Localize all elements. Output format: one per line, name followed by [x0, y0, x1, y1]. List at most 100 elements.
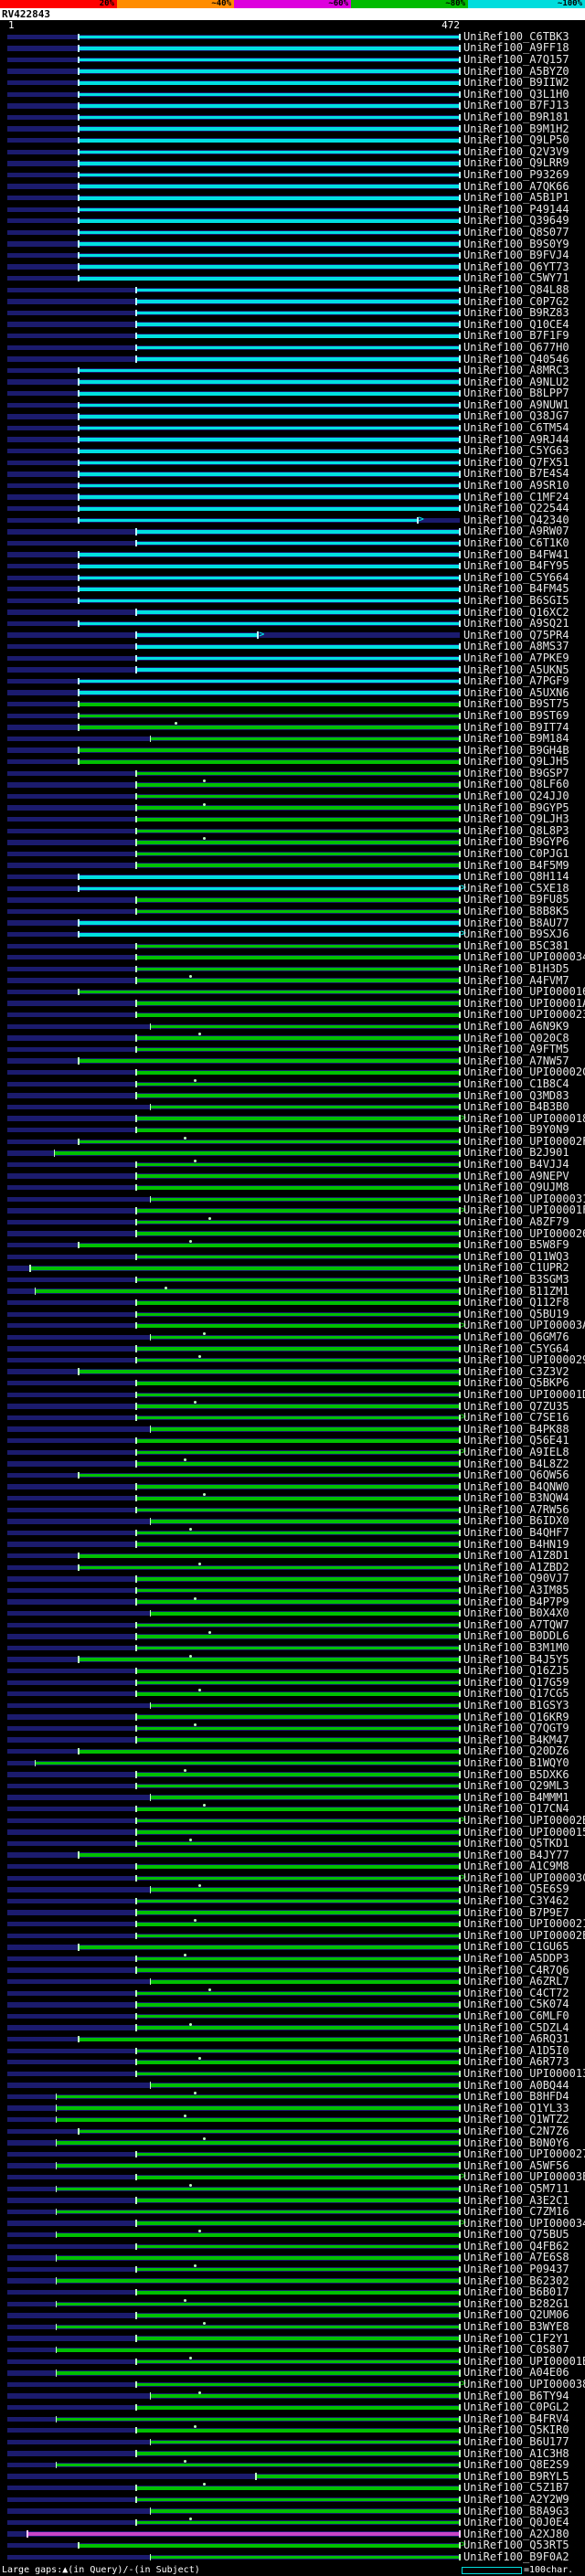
- alignment-bar[interactable]: [78, 415, 460, 419]
- hit-label[interactable]: UniRef100_A9FF18: [463, 41, 569, 55]
- hit-label[interactable]: UniRef100_Q20DZ6: [463, 1744, 569, 1758]
- hit-label[interactable]: UniRef100_UPI00002C41B8: [463, 1065, 585, 1079]
- hit-label[interactable]: UniRef100_B8HFD4: [463, 2090, 569, 2104]
- alignment-bar[interactable]: [78, 219, 460, 223]
- alignment-bar[interactable]: [135, 323, 460, 327]
- alignment-bar[interactable]: [78, 230, 460, 235]
- alignment-bar[interactable]: [78, 990, 460, 994]
- hit-label[interactable]: UniRef100_B9IIW2: [463, 76, 569, 90]
- hit-label[interactable]: UniRef100_Q24JJ0: [463, 790, 569, 803]
- alignment-bar[interactable]: [56, 2094, 460, 2099]
- hit-label[interactable]: UniRef100_UPI000013F6B2: [463, 2066, 585, 2080]
- hit-label[interactable]: UniRef100_Q5BU19: [463, 1307, 569, 1320]
- alignment-bar[interactable]: [135, 2152, 460, 2157]
- alignment-bar[interactable]: [35, 1761, 460, 1765]
- hit-label[interactable]: UniRef100_A1ZBD2: [463, 1560, 569, 1574]
- hit-label[interactable]: UniRef100_A7E6S8: [463, 2251, 569, 2264]
- hit-label[interactable]: UniRef100_C1MF24: [463, 490, 569, 504]
- hit-label[interactable]: UniRef100_Q5BKP6: [463, 1376, 569, 1390]
- hit-label[interactable]: UniRef100_Q17CG5: [463, 1687, 569, 1701]
- hit-label[interactable]: UniRef100_A1D5I0: [463, 2043, 569, 2057]
- hit-label[interactable]: UniRef100_C5YG64: [463, 1341, 569, 1355]
- hit-label[interactable]: UniRef100_A7TQW7: [463, 1617, 569, 1631]
- hit-label[interactable]: UniRef100_Q677H0: [463, 340, 569, 354]
- hit-label[interactable]: UniRef100_A5B1P1: [463, 191, 569, 205]
- alignment-bar[interactable]: [135, 2049, 460, 2053]
- hit-label[interactable]: UniRef100_C5WY71: [463, 271, 569, 285]
- alignment-bar[interactable]: [150, 1979, 460, 1984]
- hit-label[interactable]: UniRef100_B4FY95: [463, 559, 569, 573]
- alignment-bar[interactable]: [135, 1715, 460, 1719]
- hit-label[interactable]: UniRef100_Q6QW56: [463, 1468, 569, 1482]
- alignment-bar[interactable]: [135, 1094, 460, 1097]
- hit-label[interactable]: UniRef100_C7ZM16: [463, 2205, 569, 2219]
- alignment-bar[interactable]: [78, 1243, 460, 1247]
- hit-label[interactable]: UniRef100_B2J901: [463, 1146, 569, 1160]
- alignment-bar[interactable]: [56, 2371, 460, 2375]
- alignment-bar[interactable]: [135, 633, 259, 638]
- alignment-bar[interactable]: [150, 1105, 460, 1109]
- hit-label[interactable]: UniRef100_A3E2C1: [463, 2193, 569, 2207]
- hit-label[interactable]: UniRef100_C1F2Y1: [463, 2331, 569, 2345]
- hit-label[interactable]: UniRef100_A7RW56: [463, 1502, 569, 1516]
- alignment-bar[interactable]: [135, 1692, 460, 1696]
- alignment-bar[interactable]: [135, 1991, 460, 1996]
- hit-label[interactable]: UniRef100_Q0J0E4: [463, 2516, 569, 2529]
- alignment-bar[interactable]: [30, 1267, 460, 1270]
- alignment-bar[interactable]: [135, 1220, 460, 1224]
- hit-label[interactable]: UniRef100_Q1WTZ2: [463, 2113, 569, 2126]
- hit-label[interactable]: UniRef100_A9RW07: [463, 525, 569, 538]
- hit-label[interactable]: UniRef100_Q9LRR9: [463, 156, 569, 170]
- alignment-bar[interactable]: [78, 47, 460, 50]
- hit-label[interactable]: UniRef100_A9NEPV: [463, 1169, 569, 1182]
- alignment-bar[interactable]: [56, 2256, 460, 2260]
- alignment-bar[interactable]: [150, 1335, 460, 1340]
- hit-label[interactable]: UniRef100_Q56E41: [463, 1434, 569, 1447]
- hit-label[interactable]: UniRef100_A5DDP3: [463, 1952, 569, 1966]
- hit-label[interactable]: UniRef100_B7FJ13: [463, 99, 569, 112]
- alignment-bar[interactable]: [78, 1658, 460, 1661]
- hit-label[interactable]: UniRef100_B9F0A2: [463, 2549, 569, 2563]
- hit-label[interactable]: UniRef100_Q75BU5: [463, 2228, 569, 2242]
- hit-label[interactable]: UniRef100_B4HN19: [463, 1537, 569, 1551]
- hit-label[interactable]: UniRef100_UPI0000219E4D: [463, 1917, 585, 1931]
- alignment-bar[interactable]: [135, 1462, 460, 1466]
- alignment-bar[interactable]: [135, 852, 460, 856]
- hit-label[interactable]: UniRef100_B7E4S4: [463, 467, 569, 481]
- alignment-bar[interactable]: [135, 1358, 460, 1362]
- alignment-bar[interactable]: [135, 288, 460, 292]
- hit-label[interactable]: UniRef100_Q8LF60: [463, 778, 569, 791]
- alignment-bar[interactable]: [78, 449, 460, 453]
- hit-label[interactable]: UniRef100_Q4FB62: [463, 2239, 569, 2253]
- hit-label[interactable]: UniRef100_P09437: [463, 2263, 569, 2276]
- hit-label[interactable]: UniRef100_A9IEL8: [463, 1445, 569, 1458]
- hit-label[interactable]: UniRef100_UPI00003A7E21: [463, 1319, 585, 1332]
- hit-label[interactable]: UniRef100_B9FVJ4: [463, 249, 569, 262]
- alignment-bar[interactable]: [78, 58, 460, 62]
- alignment-bar[interactable]: [56, 2233, 460, 2237]
- alignment-bar[interactable]: [78, 242, 460, 246]
- hit-label[interactable]: UniRef100_Q8L8P3: [463, 823, 569, 837]
- hit-label[interactable]: UniRef100_B9RZ83: [463, 306, 569, 320]
- alignment-bar[interactable]: [135, 1347, 460, 1351]
- hit-label[interactable]: UniRef100_C5YG63: [463, 444, 569, 458]
- alignment-bar[interactable]: [78, 2129, 460, 2134]
- alignment-bar[interactable]: [78, 461, 460, 465]
- hit-label[interactable]: UniRef100_A5BYZ0: [463, 64, 569, 78]
- alignment-bar[interactable]: [135, 2176, 460, 2179]
- alignment-bar[interactable]: [78, 564, 460, 568]
- alignment-bar[interactable]: [78, 196, 460, 200]
- alignment-bar[interactable]: [135, 1623, 460, 1627]
- hit-label[interactable]: UniRef100_B9GYP5: [463, 800, 569, 814]
- alignment-bar[interactable]: [135, 2497, 460, 2502]
- alignment-bar[interactable]: [135, 1393, 460, 1397]
- alignment-bar[interactable]: [135, 1439, 460, 1443]
- hit-label[interactable]: UniRef100_C5Z1B7: [463, 2481, 569, 2495]
- alignment-bar[interactable]: [78, 380, 460, 384]
- alignment-bar[interactable]: [135, 1185, 460, 1190]
- alignment-bar[interactable]: [78, 553, 460, 557]
- alignment-bar[interactable]: [135, 1968, 460, 1972]
- hit-label[interactable]: UniRef100_A04E06: [463, 2366, 569, 2380]
- hit-label[interactable]: UniRef100_C2N7Z6: [463, 2124, 569, 2137]
- hit-label[interactable]: UniRef100_B6SGI5: [463, 593, 569, 607]
